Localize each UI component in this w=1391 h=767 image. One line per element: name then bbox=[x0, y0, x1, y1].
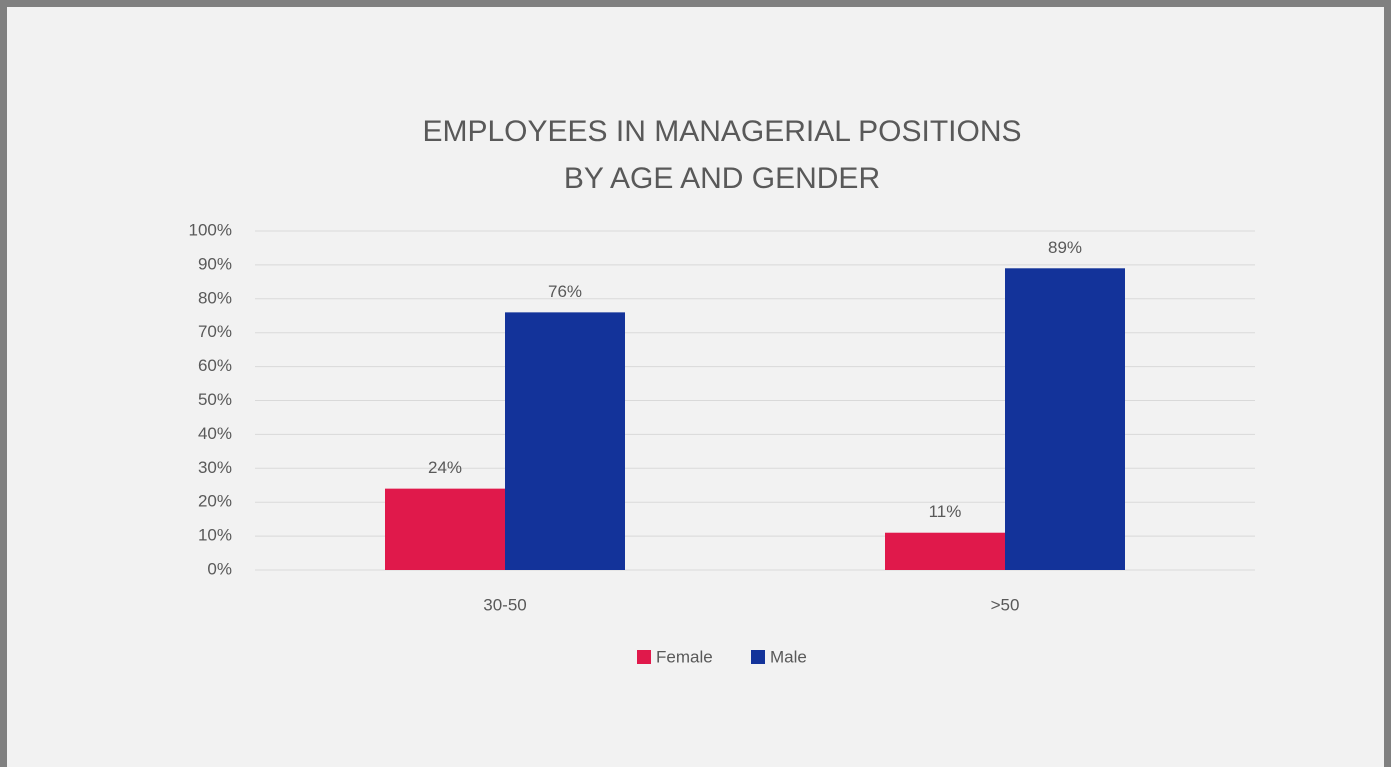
y-tick-label: 60% bbox=[198, 356, 232, 375]
y-tick-label: 0% bbox=[207, 559, 232, 578]
x-tick-label: 30-50 bbox=[483, 595, 526, 614]
y-tick-label: 100% bbox=[189, 220, 232, 239]
data-label: 11% bbox=[929, 502, 962, 521]
y-tick-label: 20% bbox=[198, 492, 232, 511]
data-label: 89% bbox=[1048, 238, 1082, 257]
y-tick-label: 50% bbox=[198, 390, 232, 409]
bar bbox=[885, 532, 1005, 570]
data-label: 76% bbox=[548, 282, 582, 301]
chart-title: BY AGE AND GENDER bbox=[564, 162, 880, 195]
bar bbox=[385, 488, 505, 570]
bar bbox=[1005, 268, 1125, 570]
x-tick-label: >50 bbox=[991, 595, 1020, 614]
bar bbox=[505, 312, 625, 570]
legend-swatch bbox=[637, 650, 651, 664]
y-tick-label: 90% bbox=[198, 254, 232, 273]
y-tick-label: 30% bbox=[198, 458, 232, 477]
y-tick-label: 40% bbox=[198, 424, 232, 443]
data-label: 24% bbox=[428, 458, 462, 477]
legend-label: Male bbox=[770, 647, 807, 666]
chart-title: EMPLOYEES IN MANAGERIAL POSITIONS bbox=[422, 115, 1021, 148]
y-tick-label: 80% bbox=[198, 288, 232, 307]
legend-label: Female bbox=[656, 647, 713, 666]
y-tick-label: 10% bbox=[198, 526, 232, 545]
legend-swatch bbox=[751, 650, 765, 664]
chart: EMPLOYEES IN MANAGERIAL POSITIONS BY AGE… bbox=[189, 115, 1255, 666]
y-tick-label: 70% bbox=[198, 322, 232, 341]
